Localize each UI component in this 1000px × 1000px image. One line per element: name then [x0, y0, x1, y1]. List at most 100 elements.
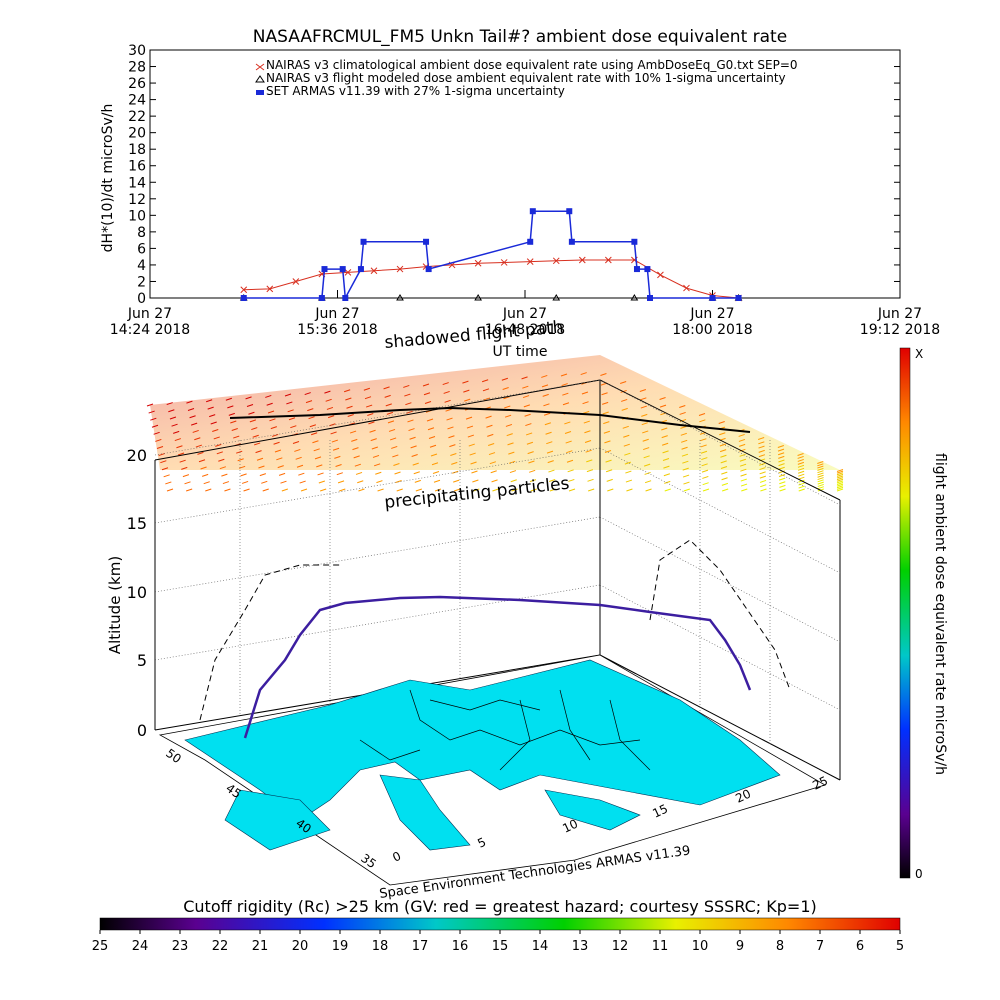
- y-tick-label: 4: [137, 258, 146, 274]
- svg-text:10: 10: [560, 817, 580, 836]
- dose-dash: [817, 467, 824, 471]
- dose-dash: [363, 387, 371, 391]
- dose-dash: [304, 392, 311, 396]
- dose-dash: [173, 430, 180, 434]
- dose-dash: [602, 411, 609, 415]
- dose-dash: [367, 412, 374, 416]
- dose-dash: [358, 488, 365, 492]
- dose-dash: [600, 373, 607, 376]
- dose-dash: [720, 454, 727, 458]
- dose-dash: [759, 479, 767, 483]
- dose-dash: [433, 479, 441, 483]
- dose-dash: [505, 423, 513, 427]
- y-tick-label: 18: [128, 142, 146, 158]
- dose-dash: [351, 438, 358, 442]
- dose-dash: [644, 480, 652, 484]
- dose-dash: [355, 471, 363, 475]
- series: [239, 208, 743, 302]
- colorbar-tick-label: 23: [172, 939, 189, 954]
- colorbar-tick-label: 9: [736, 939, 744, 954]
- dose-dash: [205, 399, 213, 403]
- dose-dash: [798, 485, 805, 489]
- dose-dash: [160, 460, 167, 464]
- dose-dash: [148, 410, 155, 414]
- dose-dash: [392, 454, 399, 458]
- dose-dash: [219, 466, 227, 470]
- dose-dash: [701, 457, 708, 461]
- dose-dash: [564, 431, 572, 434]
- europe-map: 50 45 40 35 0 5 10 15 20 25: [158, 654, 830, 886]
- dose-dash: [369, 429, 376, 433]
- dose-dash: [187, 407, 195, 411]
- data-point: [240, 286, 248, 294]
- dose-dash: [506, 433, 513, 437]
- dose-dash: [190, 422, 198, 426]
- dose-dash: [817, 470, 824, 474]
- dose-dash: [779, 488, 786, 492]
- dose-dash: [327, 415, 335, 419]
- dose-dash: [155, 438, 162, 442]
- dose-dash: [443, 390, 450, 394]
- altitude-tick-label: 0: [137, 721, 147, 740]
- dose-dash: [453, 488, 461, 492]
- dose-dash: [405, 402, 412, 406]
- dose-dash: [488, 452, 496, 456]
- dose-dash: [256, 457, 264, 461]
- data-point: [568, 238, 575, 245]
- dose-dash: [679, 405, 686, 408]
- dose-dash: [313, 448, 320, 452]
- legend-label: NAIRAS v3 flight modeled dose ambient eq…: [266, 71, 786, 85]
- dose-dash: [409, 436, 416, 440]
- dose-dash: [384, 394, 391, 398]
- dose-dash: [702, 488, 710, 492]
- colorbar-tick-label: 6: [856, 939, 864, 954]
- dose-dash: [198, 459, 206, 463]
- dose-dash: [698, 413, 706, 416]
- chart-title: NASAAFRCMUL_FM5 Unkn Tail#? ambient dose…: [253, 27, 787, 47]
- dose-dash: [524, 413, 531, 417]
- dose-dash: [758, 441, 765, 445]
- dose-dash: [212, 429, 219, 432]
- dose-dash: [262, 488, 269, 492]
- dose-dash: [312, 440, 319, 444]
- dose-dash: [255, 450, 262, 454]
- dose-dash: [759, 462, 766, 466]
- dose-dash: [836, 486, 844, 490]
- dose-dash: [281, 488, 289, 492]
- data-point: [527, 238, 534, 245]
- dose-dash: [661, 442, 669, 446]
- dose-dash: [601, 401, 609, 405]
- dose-dash: [549, 488, 557, 492]
- dose-dash: [529, 479, 537, 483]
- dose-dash: [368, 421, 375, 425]
- dose-dash: [377, 488, 384, 492]
- x-tick-label-time: 19:12 2018: [860, 322, 940, 338]
- dose-dash: [548, 479, 556, 483]
- 3d-grid-lines: [154, 379, 841, 745]
- dose-dash: [798, 488, 805, 492]
- data-point: [342, 295, 349, 301]
- dose-dash: [664, 488, 671, 492]
- dose-dash: [166, 402, 173, 406]
- dose-dash: [639, 389, 647, 392]
- altitude-grid-line: [599, 379, 841, 506]
- colorbar-tick-label: 21: [252, 939, 269, 954]
- dose-dash: [210, 421, 217, 425]
- dose-dash: [218, 458, 225, 462]
- dose-dash: [169, 416, 177, 420]
- data-point: [370, 267, 378, 275]
- dose-dash: [290, 425, 297, 429]
- dose-dash: [738, 433, 745, 437]
- dose-dash: [562, 392, 569, 396]
- dose-dash: [316, 464, 323, 468]
- dose-dash: [777, 448, 785, 452]
- dose-dash: [298, 472, 305, 476]
- dose-dash: [287, 409, 294, 413]
- dose-dash: [462, 380, 469, 384]
- dose-dash: [507, 442, 514, 446]
- flight-path-line: [243, 595, 752, 739]
- dose-dash: [485, 415, 492, 419]
- dose-dash: [645, 488, 652, 492]
- y-tick-label: 8: [137, 225, 146, 241]
- dose-dash: [253, 442, 261, 446]
